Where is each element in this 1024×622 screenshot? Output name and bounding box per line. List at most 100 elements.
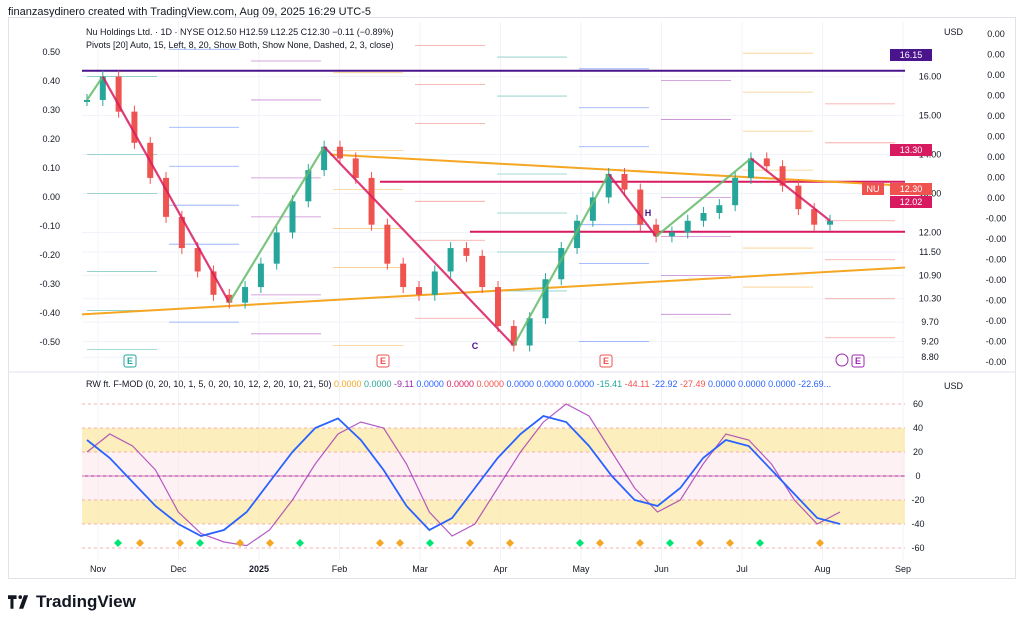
oscillator-signal-line — [86, 415, 841, 537]
candle-body — [115, 76, 122, 112]
price-tag-last: 12.30 — [890, 183, 932, 195]
left-tick-label: -0.30 — [39, 279, 60, 289]
signal-diamond-marker — [196, 539, 204, 547]
osc-tick-label: -20 — [911, 495, 924, 505]
far-right-tick-label: -0.00 — [986, 296, 1007, 306]
indicator-value: 0.0000 — [765, 379, 796, 389]
candle-body — [542, 279, 549, 319]
price-tick-label: 12.00 — [919, 227, 942, 237]
brand-name: TradingView — [36, 592, 136, 611]
ticker-tag: NU — [862, 183, 884, 195]
indicator-value: 0.0000 — [443, 379, 474, 389]
chart-caption: finanzasydinero created with TradingView… — [8, 6, 372, 18]
earnings-marker-icon — [851, 354, 865, 368]
candle-body — [131, 111, 138, 143]
osc-tick-label: -60 — [911, 543, 924, 553]
zigzag-up-leg — [655, 157, 752, 238]
x-tick-label: Jun — [654, 564, 669, 574]
candle-body — [384, 224, 391, 264]
candle-body — [178, 216, 185, 249]
chart-annotation: E — [603, 356, 609, 366]
indicator-value: -27.49 — [677, 379, 706, 389]
osc-tick-label: 40 — [913, 423, 923, 433]
x-tick-label: Mar — [412, 564, 428, 574]
resistance-trendline — [329, 153, 906, 187]
candle-body — [194, 248, 201, 272]
x-tick-label: May — [572, 564, 590, 574]
signal-diamond-marker — [816, 539, 824, 547]
candle-body — [684, 220, 691, 233]
chart-container[interactable] — [8, 17, 1016, 579]
left-tick-label: 0.30 — [42, 105, 60, 115]
signal-diamond-marker — [636, 539, 644, 547]
candle-body — [763, 158, 770, 167]
signal-diamond-marker — [666, 539, 674, 547]
main-legend: Nu Holdings Ltd. · 1D · NYSE O12.50 H12.… — [86, 26, 394, 52]
osc-tick-label: -40 — [911, 519, 924, 529]
candle-body — [668, 232, 675, 237]
candle-body — [589, 197, 596, 221]
x-tick-label: 2025 — [249, 564, 269, 574]
candle-body — [289, 201, 296, 233]
candle-body — [257, 263, 264, 288]
signal-diamond-marker — [596, 539, 604, 547]
x-tick-label: Dec — [170, 564, 187, 574]
candle-body — [700, 212, 707, 221]
far-right-tick-label: 0.00 — [987, 111, 1005, 121]
support-trendline — [81, 266, 906, 316]
candle-body — [463, 248, 470, 256]
candle-body — [653, 224, 660, 237]
indicator-value: -22.69... — [795, 379, 832, 389]
candle-body — [621, 174, 628, 190]
price-tick-label: 9.70 — [921, 317, 939, 327]
zigzag-up-leg — [86, 75, 104, 101]
zigzag-up-leg — [228, 146, 326, 304]
price-tick-label: 8.80 — [921, 352, 939, 362]
x-tick-label: Nov — [90, 564, 107, 574]
indicator-values: 0.0000 0.0000 -9.11 0.0000 0.0000 0.0000… — [334, 379, 831, 389]
chart-annotation: C — [472, 341, 479, 351]
indicator-name: RW ft. F-MOD (0, 20, 10, 1, 5, 0, 20, 10… — [86, 379, 332, 389]
far-right-tick-label: -0.00 — [986, 214, 1007, 224]
zigzag-down-leg — [750, 157, 831, 222]
candle-body — [637, 189, 644, 225]
signal-diamond-marker — [756, 539, 764, 547]
far-right-tick-label: 0.00 — [987, 152, 1005, 162]
oversold-band — [82, 500, 905, 524]
price-tick-label: 9.20 — [921, 337, 939, 347]
indicator-value: 0.0000 — [333, 379, 362, 389]
candle-body — [210, 271, 217, 295]
osc-tick-label: 60 — [913, 399, 923, 409]
candle-body — [526, 318, 533, 346]
price-tag-high: 16.15 — [890, 49, 932, 61]
signal-diamond-marker — [266, 539, 274, 547]
currency-label-osc: USD — [944, 381, 964, 391]
left-tick-label: 0.40 — [42, 76, 60, 86]
zigzag-down-leg — [323, 145, 515, 347]
indicator-value: -22.92 — [649, 379, 678, 389]
osc-tick-label: 20 — [913, 447, 923, 457]
far-right-tick-label: 0.00 — [987, 91, 1005, 101]
far-right-tick-label: -0.00 — [986, 255, 1007, 265]
price-tick-label: 10.30 — [919, 294, 942, 304]
candle-body — [163, 177, 170, 217]
candle-body — [400, 263, 407, 288]
symbol-legend: Nu Holdings Ltd. · 1D · NYSE O12.50 H12.… — [86, 27, 394, 37]
earnings-marker-icon — [599, 354, 613, 368]
price-tag-level: 12.02 — [890, 196, 932, 208]
x-tick-label: Apr — [493, 564, 507, 574]
currency-label: USD — [944, 27, 964, 37]
far-right-tick-label: -0.00 — [986, 234, 1007, 244]
candle-body — [605, 174, 612, 198]
candle-body — [336, 146, 343, 159]
zigzag-down-leg — [607, 173, 657, 238]
signal-diamond-marker — [726, 539, 734, 547]
osc-tick-label: 0 — [915, 471, 920, 481]
candle-body — [368, 177, 375, 225]
far-right-tick-label: -0.00 — [986, 316, 1007, 326]
candle-body — [558, 248, 565, 280]
signal-diamond-marker — [296, 539, 304, 547]
left-tick-label: 0.50 — [42, 47, 60, 57]
candle-body — [305, 170, 312, 202]
